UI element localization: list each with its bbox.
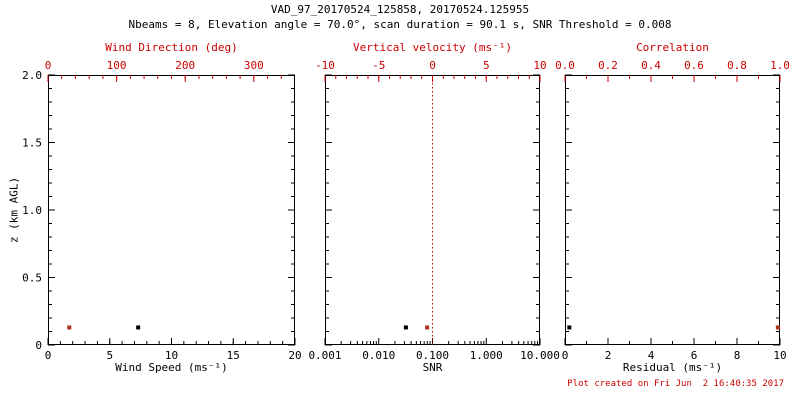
panel-residual: 0 2 4 6 8 10 0.0 0.2 0.4 0.6 0.8 1.0 [555, 59, 790, 362]
x-top-tick-label: 100 [107, 59, 127, 72]
x-tick-label: 15 [227, 349, 240, 362]
data-point-snr [403, 325, 408, 330]
data-point-wind-speed [136, 325, 141, 330]
x-top-tick-label: 0.8 [727, 59, 747, 72]
x-top-tick-label: 0.0 [555, 59, 575, 72]
x-top-tick-label: 0 [45, 59, 52, 72]
x-tick-label: 4 [648, 349, 655, 362]
x-tick-label: 0 [562, 349, 569, 362]
plot-title: VAD_97_20170524_125858, 20170524.125955 [270, 3, 530, 16]
data-point-correlation [775, 325, 780, 330]
residual-axis-title: Residual (ms⁻¹) [622, 361, 723, 374]
plot-subtitle: Nbeams = 8, Elevation angle = 70.0°, sca… [128, 18, 672, 31]
x-top-tick-label: 0.4 [641, 59, 661, 72]
x-top-tick-label: -5 [372, 59, 385, 72]
x-tick-label: 5 [106, 349, 113, 362]
y-tick-label: 2.0 [22, 69, 42, 82]
x-tick-label: 10 [773, 349, 786, 362]
x-tick-label: 0.100 [416, 349, 449, 362]
x-tick-label: 2 [605, 349, 612, 362]
x-tick-label: 0.001 [308, 349, 341, 362]
x-top-tick-label: 0 [429, 59, 436, 72]
panel-box-residual [565, 75, 780, 345]
panel-box-wind [48, 75, 295, 345]
snr-axis-title: SNR [422, 361, 443, 374]
data-point-wind-direction [67, 325, 72, 330]
x-top-tick-label: 5 [483, 59, 490, 72]
y-tick-label: 0 [35, 339, 42, 352]
x-top-tick-label: 200 [175, 59, 195, 72]
x-tick-label: 10 [165, 349, 178, 362]
x-tick-label: 10.000 [520, 349, 560, 362]
x-top-tick-label: 10 [533, 59, 546, 72]
data-point-vertical-velocity [425, 325, 430, 330]
x-tick-label: 8 [734, 349, 741, 362]
x-tick-label: 0.010 [362, 349, 395, 362]
x-tick-label: 6 [691, 349, 698, 362]
wind-speed-axis-title: Wind Speed (ms⁻¹) [115, 361, 228, 374]
y-tick-label: 0.5 [22, 272, 42, 285]
x-top-tick-label: 1.0 [770, 59, 790, 72]
vertical-velocity-axis-title: Vertical velocity (ms⁻¹) [353, 41, 512, 54]
y-tick-label: 1.0 [22, 204, 42, 217]
x-top-tick-label: 0.2 [598, 59, 618, 72]
x-top-tick-label: -10 [315, 59, 335, 72]
height-axis-title: z (km AGL) [7, 176, 21, 244]
x-tick-label: 0 [45, 349, 52, 362]
wind-direction-axis-title: Wind Direction (deg) [105, 41, 238, 54]
panel-snr: 0.001 0.010 0.100 1.000 10.000 -10 -5 0 5 10 [308, 59, 559, 362]
x-top-tick-label: 300 [244, 59, 264, 72]
x-tick-label: 20 [288, 349, 301, 362]
x-tick-label: 1.000 [470, 349, 503, 362]
x-top-tick-label: 0.6 [684, 59, 704, 72]
plot-created-timestamp: Plot created on Fri Jun 2 16:40:35 2017 [567, 379, 784, 389]
correlation-axis-title: Correlation [636, 41, 709, 54]
data-point-residual [567, 325, 572, 330]
y-tick-label: 1.5 [22, 137, 42, 150]
